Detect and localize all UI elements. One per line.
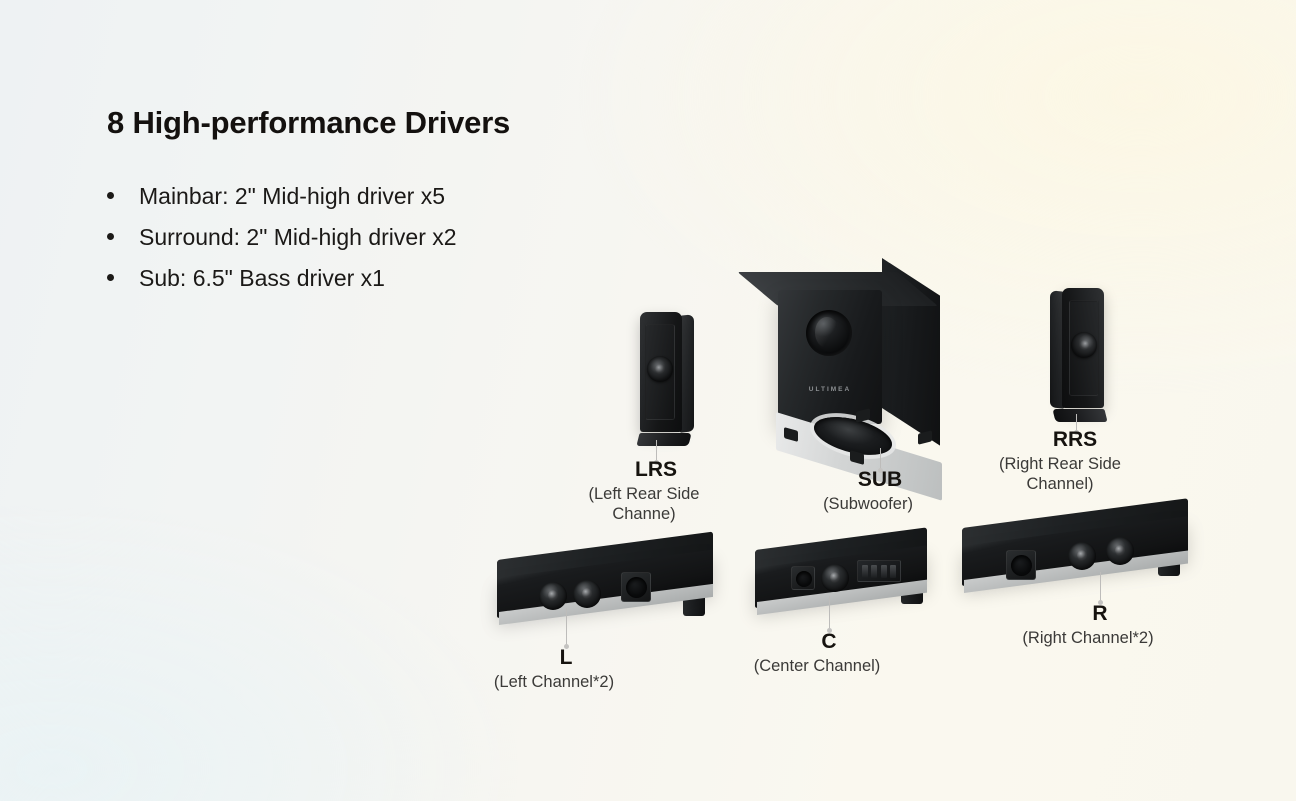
leader-line-rrs bbox=[1074, 414, 1079, 435]
product-surround-right bbox=[1046, 288, 1112, 422]
list-item-label: Surround: 2" Mid-high driver x2 bbox=[139, 224, 457, 250]
callout-code: SUB bbox=[857, 468, 903, 491]
callout-sublabel: (Right Channel*2) bbox=[1022, 628, 1154, 647]
callout-sublabel: (Center Channel) bbox=[753, 656, 881, 675]
connector-pin bbox=[871, 564, 878, 578]
soundbar-driver bbox=[539, 582, 567, 610]
callout-sublabel-line2: Channe) bbox=[612, 504, 676, 523]
bullet-icon bbox=[107, 233, 114, 240]
soundbar-driver bbox=[1106, 537, 1134, 565]
connector-pin bbox=[880, 564, 887, 578]
leader-line-right bbox=[1098, 572, 1103, 605]
list-item: Surround: 2" Mid-high driver x2 bbox=[107, 224, 457, 265]
leader-line-left bbox=[564, 608, 569, 649]
surround-driver bbox=[647, 356, 673, 382]
soundbar-driver bbox=[1068, 542, 1096, 570]
surround-driver bbox=[1071, 332, 1097, 358]
callout-sublabel: (Left Rear Side Channe) bbox=[556, 484, 732, 664]
callout-code: RRS bbox=[1052, 428, 1098, 451]
spec-bullet-list: Mainbar: 2" Mid-high driver x5 Surround:… bbox=[107, 183, 457, 306]
callout-code: R bbox=[1092, 602, 1108, 625]
soundbar-port-hole bbox=[626, 577, 647, 598]
list-item: Mainbar: 2" Mid-high driver x5 bbox=[107, 183, 457, 224]
callout-code: C bbox=[821, 630, 837, 653]
callout-sublabel-line1: (Right Rear Side bbox=[999, 454, 1121, 473]
callout-sublabel: (Subwoofer) bbox=[823, 494, 913, 513]
product-soundbar-center bbox=[755, 527, 928, 616]
list-item-label: Sub: 6.5" Bass driver x1 bbox=[139, 265, 385, 291]
product-subwoofer: ULTIMEA bbox=[737, 258, 948, 501]
connector-pin bbox=[861, 564, 868, 578]
surround-base-foot bbox=[636, 433, 692, 446]
soundbar-connector-panel bbox=[857, 560, 901, 582]
surround-base-foot bbox=[1052, 409, 1108, 422]
subwoofer-foot bbox=[918, 430, 932, 445]
callout-sublabel: (Right Rear Side Channel) bbox=[972, 454, 1148, 634]
callout-right: R (Right Channel*2) bbox=[1000, 602, 1200, 801]
soundbar-driver bbox=[821, 564, 849, 592]
product-soundbar-left bbox=[497, 531, 713, 630]
product-surround-left bbox=[632, 312, 698, 446]
soundbar-port-hole bbox=[796, 571, 812, 587]
callout-sublabel-line1: (Left Rear Side bbox=[588, 484, 700, 503]
callout-sublabel-line2: Channel) bbox=[1026, 474, 1094, 493]
subwoofer-bass-port bbox=[806, 310, 852, 356]
soundbar-port bbox=[621, 572, 651, 602]
page-title: 8 High-performance Drivers bbox=[107, 105, 511, 140]
list-item: Sub: 6.5" Bass driver x1 bbox=[107, 265, 457, 306]
brand-wordmark: ULTIMEA bbox=[808, 386, 852, 393]
callout-code: LRS bbox=[635, 458, 677, 481]
callout-center: C (Center Channel) bbox=[729, 630, 929, 801]
leader-line-center bbox=[827, 596, 832, 633]
list-item-label: Mainbar: 2" Mid-high driver x5 bbox=[139, 183, 446, 209]
callout-code: L bbox=[559, 646, 573, 669]
connector-pin bbox=[890, 564, 897, 578]
soundbar-port-hole bbox=[1011, 555, 1032, 576]
leader-line-lrs bbox=[654, 440, 659, 465]
callout-left: L (Left Channel*2) bbox=[466, 646, 666, 801]
leader-line-sub bbox=[878, 448, 883, 473]
bullet-icon bbox=[107, 274, 114, 281]
callout-sub: SUB (Subwoofer) bbox=[780, 468, 980, 674]
soundbar-driver bbox=[573, 580, 601, 608]
callout-sublabel: (Left Channel*2) bbox=[493, 672, 615, 691]
product-soundbar-right bbox=[962, 498, 1188, 598]
callout-rrs: RRS (Right Rear Side Channel) bbox=[972, 428, 1178, 634]
bullet-icon bbox=[107, 192, 114, 199]
soundbar-port bbox=[791, 566, 815, 590]
soundbar-port bbox=[1006, 550, 1036, 580]
callout-lrs: LRS (Left Rear Side Channe) bbox=[556, 458, 756, 664]
